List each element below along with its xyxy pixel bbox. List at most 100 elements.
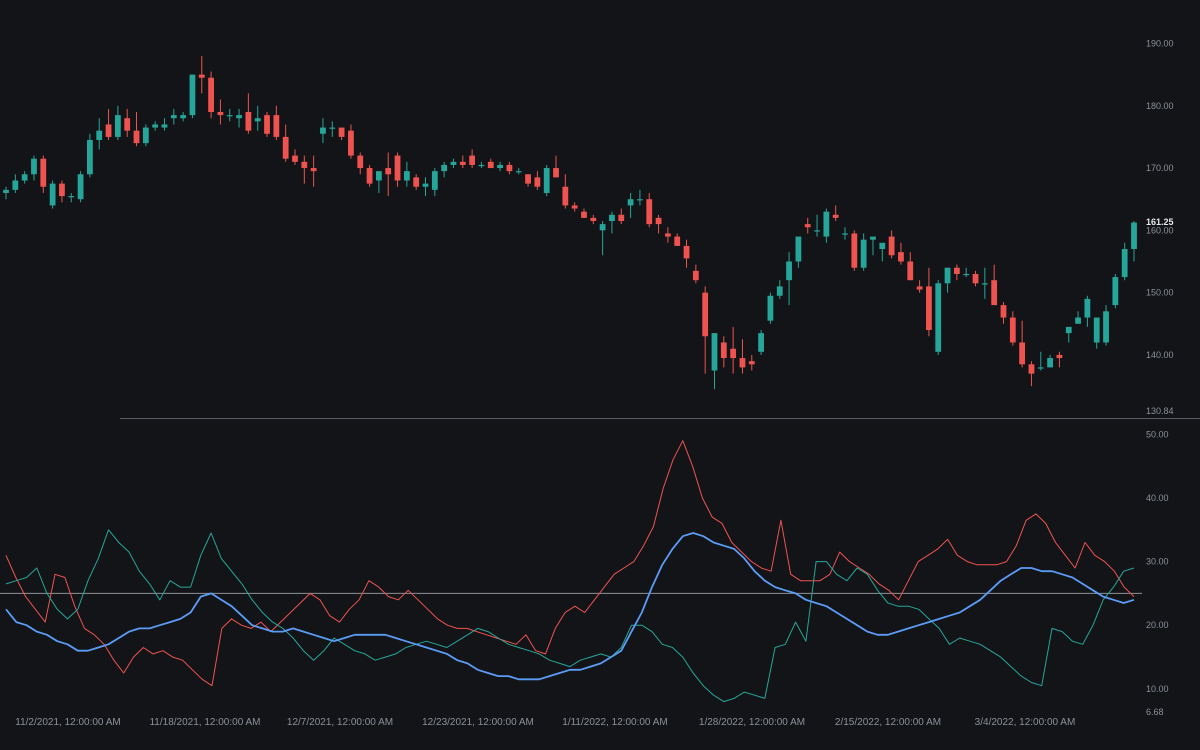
candle-body[interactable] [87,140,93,174]
candle-body[interactable] [618,215,624,221]
candle-body[interactable] [1047,358,1053,367]
candle-body[interactable] [273,115,279,137]
candle-body[interactable] [851,233,857,267]
candle-body[interactable] [646,199,652,224]
candle-body[interactable] [777,286,783,295]
candle-body[interactable] [991,280,997,305]
candle-body[interactable] [693,271,699,280]
candle-body[interactable] [917,286,923,289]
candle-body[interactable] [432,171,438,190]
candle-body[interactable] [320,128,326,134]
candle-body[interactable] [721,342,727,358]
candle-body[interactable] [935,283,941,352]
candle-body[interactable] [712,333,718,370]
candle-body[interactable] [292,156,298,162]
candle-body[interactable] [134,131,140,143]
candle-body[interactable] [1029,364,1035,373]
candle-body[interactable] [628,199,634,205]
candle-body[interactable] [3,190,9,193]
candle-body[interactable] [926,286,932,330]
candle-body[interactable] [1131,223,1137,249]
candle-body[interactable] [1038,367,1044,368]
indicator-series-green[interactable] [6,530,1134,702]
candle-body[interactable] [441,165,447,171]
candle-body[interactable] [329,128,335,129]
candle-body[interactable] [572,205,578,208]
candle-body[interactable] [684,246,690,258]
candle-body[interactable] [889,237,895,256]
candle-body[interactable] [367,168,373,184]
candle-body[interactable] [665,233,671,236]
candle-body[interactable] [22,174,28,180]
candle-body[interactable] [348,131,354,156]
candle-body[interactable] [1001,305,1007,317]
candle-body[interactable] [255,118,261,121]
candle-body[interactable] [236,115,242,118]
candle-body[interactable] [50,184,56,206]
candle-body[interactable] [190,75,196,115]
candle-body[interactable] [1103,311,1109,342]
candle-body[interactable] [311,168,317,171]
candle-body[interactable] [749,361,755,364]
candle-body[interactable] [264,115,270,134]
candle-body[interactable] [199,75,205,78]
candle-body[interactable] [1084,299,1090,318]
candle-body[interactable] [124,118,130,130]
candle-body[interactable] [1094,318,1100,343]
candle-body[interactable] [1057,355,1063,358]
candle-body[interactable] [600,224,606,230]
candle-body[interactable] [1075,318,1081,324]
candle-body[interactable] [730,349,736,358]
candle-body[interactable] [1010,318,1016,343]
candle-body[interactable] [823,212,829,237]
candle-body[interactable] [59,184,65,196]
candle-body[interactable] [12,181,18,190]
candle-body[interactable] [208,78,214,112]
indicator-series-blue[interactable] [6,533,1134,679]
candle-body[interactable] [516,171,522,172]
candle-body[interactable] [656,218,662,224]
candle-body[interactable] [395,156,401,181]
candle-body[interactable] [674,237,680,246]
candle-body[interactable] [152,124,158,127]
candle-body[interactable] [758,333,764,352]
candle-body[interactable] [479,165,485,166]
candle-body[interactable] [553,168,559,177]
candle-body[interactable] [898,252,904,261]
candle-body[interactable] [283,137,289,159]
candle-body[interactable] [245,112,251,131]
candle-body[interactable] [40,159,46,187]
candle-body[interactable] [451,162,457,165]
candle-body[interactable] [423,184,429,187]
candle-body[interactable] [385,168,391,174]
candle-body[interactable] [357,156,363,168]
candle-body[interactable] [68,196,74,197]
candle-body[interactable] [973,274,979,283]
candle-body[interactable] [1112,277,1118,305]
candle-body[interactable] [469,156,475,165]
candle-body[interactable] [637,199,643,200]
candle-body[interactable] [814,230,820,231]
candle-body[interactable] [534,177,540,186]
candle-body[interactable] [218,112,224,115]
candle-body[interactable] [525,174,531,183]
candle-body[interactable] [879,243,885,249]
candle-body[interactable] [162,124,168,127]
candle-body[interactable] [488,162,494,168]
candle-body[interactable] [544,168,550,193]
candle-body[interactable] [786,261,792,280]
candle-body[interactable] [609,215,615,221]
candle-body[interactable] [301,162,307,168]
candle-body[interactable] [805,224,811,227]
candle-body[interactable] [497,165,503,168]
candle-body[interactable] [227,115,233,116]
candle-body[interactable] [963,274,969,275]
candle-body[interactable] [180,115,186,118]
candle-body[interactable] [982,283,988,284]
candle-body[interactable] [404,171,410,180]
candle-body[interactable] [842,233,848,234]
candle-body[interactable] [106,124,112,136]
candle-body[interactable] [96,131,102,140]
candle-body[interactable] [954,268,960,274]
